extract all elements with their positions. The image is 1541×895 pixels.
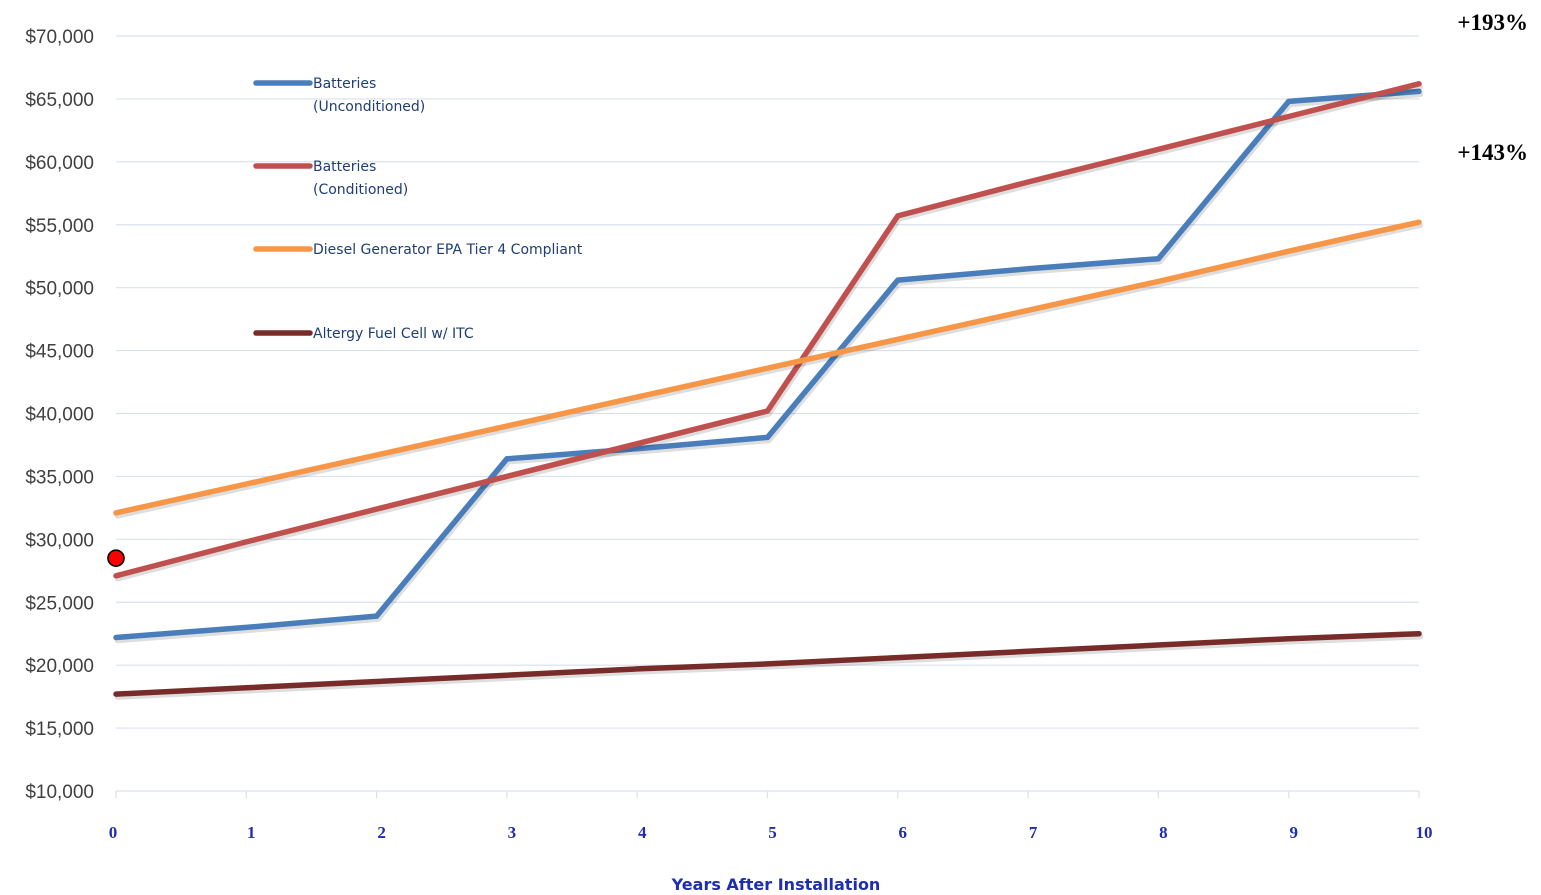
red-marker [107,549,125,568]
y-tick-label: $20,000 [25,656,94,677]
x-tick-label: 7 [1029,823,1038,842]
y-tick-label: $70,000 [25,27,94,48]
legend-label: Batteries [313,159,376,175]
y-tick-label: $30,000 [25,530,94,551]
y-tick-label: $35,000 [25,467,94,488]
x-tick-label: 5 [768,823,777,842]
series-shadow [114,91,1424,644]
series-line [113,630,1422,697]
x-tick-label: 2 [377,823,386,842]
legend-label: Diesel Generator EPA Tier 4 Compliant [313,242,583,258]
y-tick-label: $45,000 [25,342,94,363]
x-tick-label: 6 [899,823,908,842]
gridlines [116,35,1419,792]
y-tick-label: $10,000 [25,782,94,803]
x-tick-label: 0 [109,823,118,842]
legend-label: (Unconditioned) [313,99,425,115]
y-tick-label: $65,000 [25,90,94,111]
x-tick-label: 4 [638,823,647,842]
x-tick-label: 9 [1289,823,1298,842]
x-tick-label: 1 [247,823,256,842]
legend-label: Batteries [313,76,376,92]
y-tick-label: $55,000 [25,216,94,237]
series-shadow [114,84,1424,582]
y-tick-label: $60,000 [25,153,94,174]
annotations: +193% +143% [1457,10,1528,165]
x-tick-label: 3 [508,823,517,842]
legend-label: (Conditioned) [313,182,408,198]
y-tick-label: $25,000 [25,593,94,614]
series-line [113,88,1422,641]
y-axis: $10,000 $15,000 $20,000 $25,000 $30,000 $35,0… [25,27,94,803]
x-axis-title: Years After Installation [671,875,881,894]
series-shadow [114,633,1424,700]
x-tick-label: 8 [1159,823,1168,842]
series-lines [107,81,1424,700]
legend: Batteries (Unconditioned) Batteries (Condit… [253,76,583,342]
percent-annotation: +193% [1457,10,1528,35]
series-shadow [114,222,1424,519]
x-axis: 0 1 2 3 4 5 6 7 8 9 10 [109,791,1433,842]
series-line [113,219,1422,516]
percent-annotation: +143% [1457,140,1528,165]
y-tick-label: $15,000 [25,719,94,740]
x-tick-label: 10 [1416,823,1433,842]
y-tick-label: $40,000 [25,405,94,426]
legend-label: Altergy Fuel Cell w/ ITC [313,326,474,342]
y-tick-label: $50,000 [25,279,94,300]
series-line [113,81,1422,579]
